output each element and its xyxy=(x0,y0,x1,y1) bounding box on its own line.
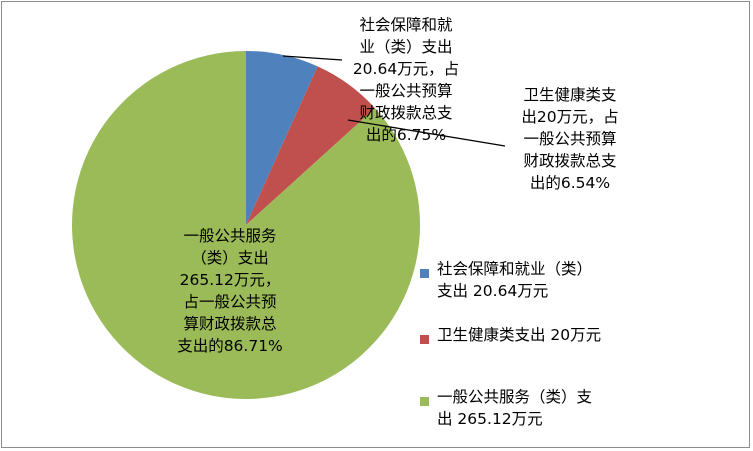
data-label-general: 一般公共服务 （类）支出 265.12万元， 占一般公共预 算财政拨款总 支出的… xyxy=(177,227,283,355)
leader-line-health xyxy=(347,119,506,147)
data-label-social: 社会保障和就 业（类）支出 20.64万元，占 一般公共预算 财政拨款总支 出的… xyxy=(352,16,460,144)
legend-swatch-blue xyxy=(420,269,429,278)
legend-label: 社会保障和就业（类） 支出 20.64万元 xyxy=(437,260,593,300)
legend-swatch-green xyxy=(420,397,429,406)
pie-slice-social xyxy=(246,51,318,225)
leader-line-social xyxy=(282,55,343,61)
data-label-health: 卫生健康类支 出20万元，占 一般公共预算 财政拨款总支 出的6.54% xyxy=(521,86,619,192)
pie-slice-health xyxy=(246,66,376,225)
legend-swatch-red xyxy=(420,335,429,344)
pie-slice-general xyxy=(72,51,421,399)
legend-label: 卫生健康类支出 20万元 xyxy=(437,326,602,344)
legend-label: 一般公共服务（类）支 出 265.12万元 xyxy=(437,388,593,428)
